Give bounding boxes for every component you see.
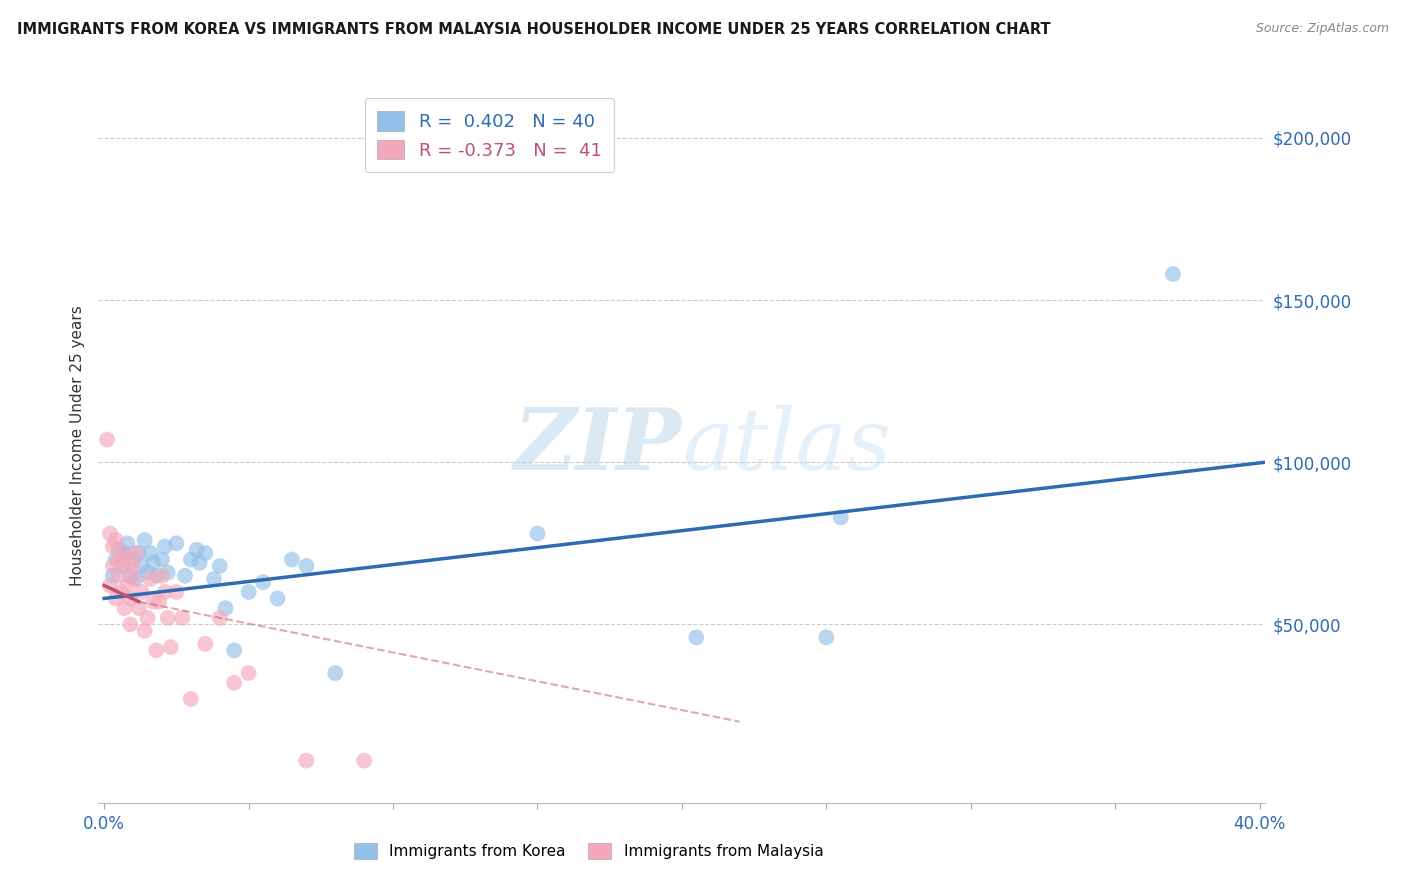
Point bbox=[117, 552, 139, 566]
Point bbox=[295, 754, 318, 768]
Text: atlas: atlas bbox=[682, 405, 891, 487]
Point bbox=[98, 526, 121, 541]
Point bbox=[134, 533, 156, 547]
Point bbox=[281, 552, 304, 566]
Point bbox=[186, 542, 208, 557]
Point bbox=[96, 433, 118, 447]
Point bbox=[156, 611, 179, 625]
Point bbox=[117, 578, 139, 592]
Point bbox=[125, 572, 148, 586]
Point bbox=[238, 666, 260, 681]
Point bbox=[120, 568, 142, 582]
Point bbox=[142, 595, 165, 609]
Point bbox=[150, 568, 173, 582]
Point bbox=[125, 546, 148, 560]
Point bbox=[165, 536, 187, 550]
Point bbox=[122, 552, 145, 566]
Point bbox=[180, 552, 202, 566]
Point bbox=[188, 556, 211, 570]
Point bbox=[110, 546, 132, 560]
Point bbox=[150, 552, 173, 566]
Point bbox=[194, 637, 217, 651]
Point bbox=[252, 575, 274, 590]
Point bbox=[131, 559, 153, 574]
Point bbox=[112, 601, 135, 615]
Point bbox=[172, 611, 194, 625]
Point bbox=[156, 566, 179, 580]
Point bbox=[139, 572, 162, 586]
Point bbox=[107, 542, 129, 557]
Point bbox=[145, 568, 167, 582]
Point bbox=[323, 666, 346, 681]
Text: Source: ZipAtlas.com: Source: ZipAtlas.com bbox=[1256, 22, 1389, 36]
Point bbox=[224, 643, 246, 657]
Point bbox=[815, 631, 838, 645]
Legend: Immigrants from Korea, Immigrants from Malaysia: Immigrants from Korea, Immigrants from M… bbox=[346, 835, 831, 866]
Point bbox=[128, 546, 150, 560]
Point bbox=[110, 559, 132, 574]
Point bbox=[266, 591, 288, 606]
Point bbox=[202, 572, 225, 586]
Point bbox=[208, 559, 231, 574]
Point bbox=[104, 591, 127, 606]
Point bbox=[101, 568, 124, 582]
Point bbox=[107, 552, 129, 566]
Point bbox=[104, 552, 127, 566]
Point bbox=[165, 585, 187, 599]
Point bbox=[153, 585, 176, 599]
Point bbox=[134, 624, 156, 638]
Point bbox=[110, 585, 132, 599]
Point bbox=[353, 754, 375, 768]
Point bbox=[139, 546, 162, 560]
Point bbox=[194, 546, 217, 560]
Point bbox=[208, 611, 231, 625]
Point bbox=[153, 540, 176, 554]
Point bbox=[174, 568, 197, 582]
Point bbox=[180, 692, 202, 706]
Point bbox=[112, 559, 135, 574]
Point bbox=[120, 591, 142, 606]
Point bbox=[128, 601, 150, 615]
Point bbox=[98, 578, 121, 592]
Point bbox=[830, 510, 852, 524]
Point bbox=[685, 631, 707, 645]
Point bbox=[145, 643, 167, 657]
Point bbox=[136, 611, 159, 625]
Point bbox=[122, 559, 145, 574]
Point bbox=[142, 556, 165, 570]
Point bbox=[214, 601, 236, 615]
Text: ZIP: ZIP bbox=[515, 404, 682, 488]
Point bbox=[148, 595, 170, 609]
Point bbox=[159, 640, 181, 654]
Point bbox=[224, 675, 246, 690]
Point bbox=[136, 566, 159, 580]
Point bbox=[104, 533, 127, 547]
Y-axis label: Householder Income Under 25 years: Householder Income Under 25 years bbox=[69, 306, 84, 586]
Point bbox=[117, 536, 139, 550]
Text: IMMIGRANTS FROM KOREA VS IMMIGRANTS FROM MALAYSIA HOUSEHOLDER INCOME UNDER 25 YE: IMMIGRANTS FROM KOREA VS IMMIGRANTS FROM… bbox=[17, 22, 1050, 37]
Point bbox=[122, 572, 145, 586]
Point bbox=[526, 526, 548, 541]
Point bbox=[112, 546, 135, 560]
Point bbox=[238, 585, 260, 599]
Point bbox=[101, 540, 124, 554]
Point bbox=[107, 568, 129, 582]
Point bbox=[295, 559, 318, 574]
Point bbox=[1161, 267, 1184, 281]
Point bbox=[120, 617, 142, 632]
Point bbox=[101, 559, 124, 574]
Point bbox=[131, 585, 153, 599]
